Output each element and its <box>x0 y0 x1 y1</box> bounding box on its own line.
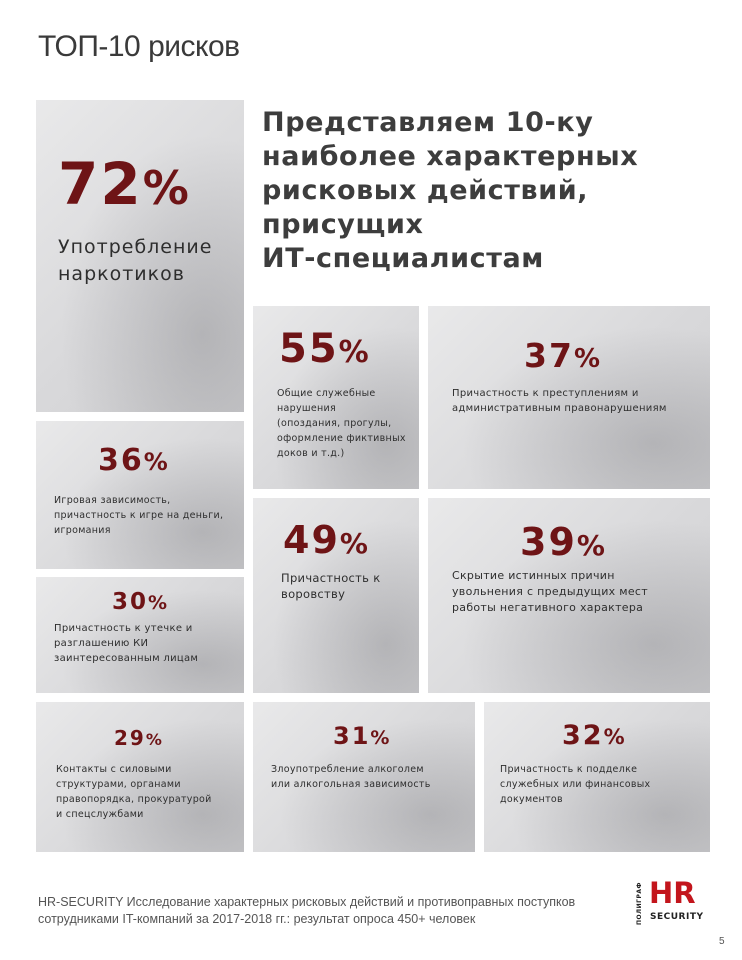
risk-value: 55 <box>279 326 339 372</box>
risk-description: Общие служебные нарушения (опоздания, пр… <box>277 388 406 459</box>
tile-photo <box>253 306 419 489</box>
tile-photo <box>428 306 710 489</box>
risk-description: Контакты с силовыми структурами, органам… <box>56 764 212 820</box>
risk-percent: 49% <box>283 518 370 562</box>
risk-description: Злоупотребление алкоголем или алкогольна… <box>271 764 431 790</box>
percent-sign: % <box>573 344 602 374</box>
risk-percent: 55% <box>279 326 371 372</box>
logo-vertical-text: ПОЛИГРАФ <box>636 882 643 926</box>
tile-photo <box>484 702 710 852</box>
tile-photo <box>253 702 475 852</box>
headline-line: наиболее характерных <box>262 141 639 172</box>
percent-sign: % <box>143 448 170 476</box>
risk-tile-security-contacts: 29% Контакты с силовыми структурами, орг… <box>36 702 244 852</box>
risk-description: Причастность к подделке служебных или фи… <box>500 764 651 805</box>
risk-tile-theft: 49% Причастность к воровству <box>253 498 419 693</box>
risk-tile-drugs: 72% Употребление наркотиков <box>36 100 244 412</box>
risk-percent: 32% <box>562 720 627 751</box>
page-title: ТОП-10 рисков <box>38 30 240 63</box>
risk-percent: 30% <box>112 589 169 615</box>
hr-security-logo: ПОЛИГРАФ HR SECURITY <box>636 876 716 928</box>
percent-sign: % <box>370 727 392 749</box>
logo-main-text: HR <box>649 876 696 910</box>
percent-sign: % <box>338 335 371 370</box>
risk-tile-dismissal: 39% Скрытие истинных причин увольнения с… <box>428 498 710 693</box>
percent-sign: % <box>148 592 170 614</box>
risk-tile-gambling: 36% Игровая зависимость, причастность к … <box>36 421 244 569</box>
risk-description: Употребление наркотиков <box>58 236 213 285</box>
risk-value: 36 <box>98 443 144 478</box>
risk-value: 31 <box>333 722 371 750</box>
risk-description: Причастность к утечке и разглашению КИ з… <box>54 623 199 664</box>
percent-sign: % <box>142 161 191 215</box>
percent-sign: % <box>576 529 607 562</box>
page-number: 5 <box>719 936 725 947</box>
tile-photo <box>36 421 244 569</box>
percent-sign: % <box>339 527 370 560</box>
headline-line: ИТ-специалистам <box>262 243 544 274</box>
risk-tile-leak: 30% Причастность к утечке и разглашению … <box>36 577 244 693</box>
tile-photo <box>36 577 244 693</box>
risk-value: 30 <box>112 589 149 615</box>
risk-percent: 39% <box>520 520 607 564</box>
risk-tile-crimes: 37% Причастность к преступлениям и админ… <box>428 306 710 489</box>
headline: Представляем 10-ку наиболее характерных … <box>262 106 722 276</box>
tile-photo <box>36 100 244 412</box>
tile-photo <box>253 498 419 693</box>
headline-line: присущих <box>262 209 424 240</box>
risk-tile-forgery: 32% Причастность к подделке служебных ил… <box>484 702 710 852</box>
risk-value: 37 <box>524 336 574 375</box>
risk-description: Скрытие истинных причин увольнения с пре… <box>452 569 648 614</box>
risk-description: Причастность к воровству <box>281 571 381 601</box>
risk-percent: 29% <box>114 726 164 750</box>
risk-value: 72 <box>58 150 143 218</box>
headline-line: рисковых действий, <box>262 175 589 206</box>
risk-tile-violations: 55% Общие служебные нарушения (опоздания… <box>253 306 419 489</box>
risk-percent: 36% <box>98 443 170 478</box>
risk-value: 39 <box>520 520 577 564</box>
risk-percent: 37% <box>524 336 602 375</box>
risk-percent: 31% <box>333 722 391 750</box>
headline-line: Представляем 10-ку <box>262 107 594 138</box>
risk-value: 32 <box>562 720 604 751</box>
risk-tile-alcohol: 31% Злоупотребление алкоголем или алкого… <box>253 702 475 852</box>
risk-description: Причастность к преступлениям и администр… <box>452 388 667 414</box>
percent-sign: % <box>603 725 627 749</box>
tile-photo <box>36 702 244 852</box>
logo-sub-text: SECURITY <box>650 912 704 922</box>
risk-description: Игровая зависимость, причастность к игре… <box>54 495 224 536</box>
tile-photo <box>428 498 710 693</box>
percent-sign: % <box>145 730 164 749</box>
risk-value: 49 <box>283 518 340 562</box>
risk-value: 29 <box>114 726 146 750</box>
footer-source: HR-SECURITY Исследование характерных рис… <box>38 895 576 926</box>
risk-percent: 72% <box>58 150 191 218</box>
